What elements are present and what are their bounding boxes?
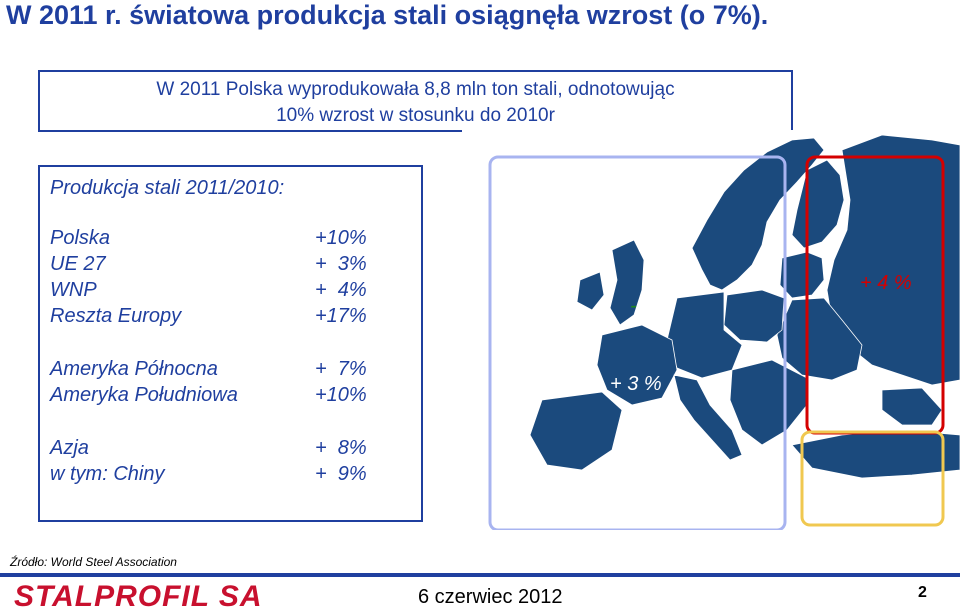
summary-line-1: W 2011 Polska wyprodukowała 8,8 mln ton … [156,79,675,100]
stats-heading: Produkcja stali 2011/2010: [50,177,285,199]
balkans-shape [729,359,808,446]
slide-title: W 2011 r. światowa produkcja stali osiąg… [6,0,769,30]
russia-shape [826,134,960,386]
turkey-shape [791,429,960,479]
stat-value: +10% [315,384,367,406]
stat-name: Polska [50,227,111,249]
stat-name: Ameryka Północna [50,358,218,380]
stat-value: +17% [315,305,367,327]
stat-value: + 9% [315,463,367,485]
stat-name: Ameryka Południowa [50,384,238,406]
stat-row-ameryka-polnocna: Ameryka Północna + 7% [50,358,380,384]
finland-shape [791,159,845,249]
uk-shape [609,239,645,326]
stat-row-ue27: UE 27 + 3% [50,253,380,279]
iberia-shape [529,391,623,471]
cis-growth-label: + 4 % [860,272,912,294]
stat-value: + 4% [315,279,367,301]
stat-value: + 7% [315,358,367,380]
rest-europe-frame [800,430,945,527]
stat-name: WNP [50,279,97,301]
europe-map [462,130,960,530]
stat-name: w tym: Chiny [50,463,165,485]
eu-growth-label: + 3 % [610,373,662,395]
stat-value: + 8% [315,437,367,459]
baltics-shape [779,251,825,299]
stat-value: + 3% [315,253,367,275]
stat-row-wnp: WNP + 4% [50,279,380,305]
europe-map-svg [488,134,960,530]
footer-date: 6 czerwiec 2012 [418,586,563,608]
stat-row-chiny: w tym: Chiny + 9% [50,463,380,489]
poland-shape [723,289,785,343]
source-note: Źródło: World Steel Association [10,555,177,569]
stat-name: Reszta Europy [50,305,182,327]
company-logo: STALPROFIL SA [14,580,263,613]
summary-box: W 2011 Polska wyprodukowała 8,8 mln ton … [38,70,793,132]
stat-name: UE 27 [50,253,106,275]
stat-row-azja: Azja + 8% [50,437,380,463]
ireland-shape [576,271,605,311]
stats-box: Produkcja stali 2011/2010: Polska +10% U… [38,165,423,522]
stat-row-polska: Polska +10% [50,227,380,253]
page-number: 2 [918,584,927,601]
ukraine-shape [776,297,863,381]
italy-shape [673,374,743,461]
summary-line-2: 10% wzrost w stosunku do 2010r [276,105,555,126]
eu-frame [488,155,787,530]
stat-name: Azja [50,437,89,459]
footer-bar [0,573,960,577]
scandinavia-shape [691,137,825,291]
france-shape [596,324,678,406]
caucasus-shape [881,387,943,426]
stat-row-ameryka-poludniowa: Ameryka Południowa +10% [50,384,380,410]
stat-row-reszta-europy: Reszta Europy +17% [50,305,380,331]
stat-value: +10% [315,227,367,249]
poland-marker: - [630,295,637,317]
rest-europe-growth-label: + 17 % [850,498,913,520]
